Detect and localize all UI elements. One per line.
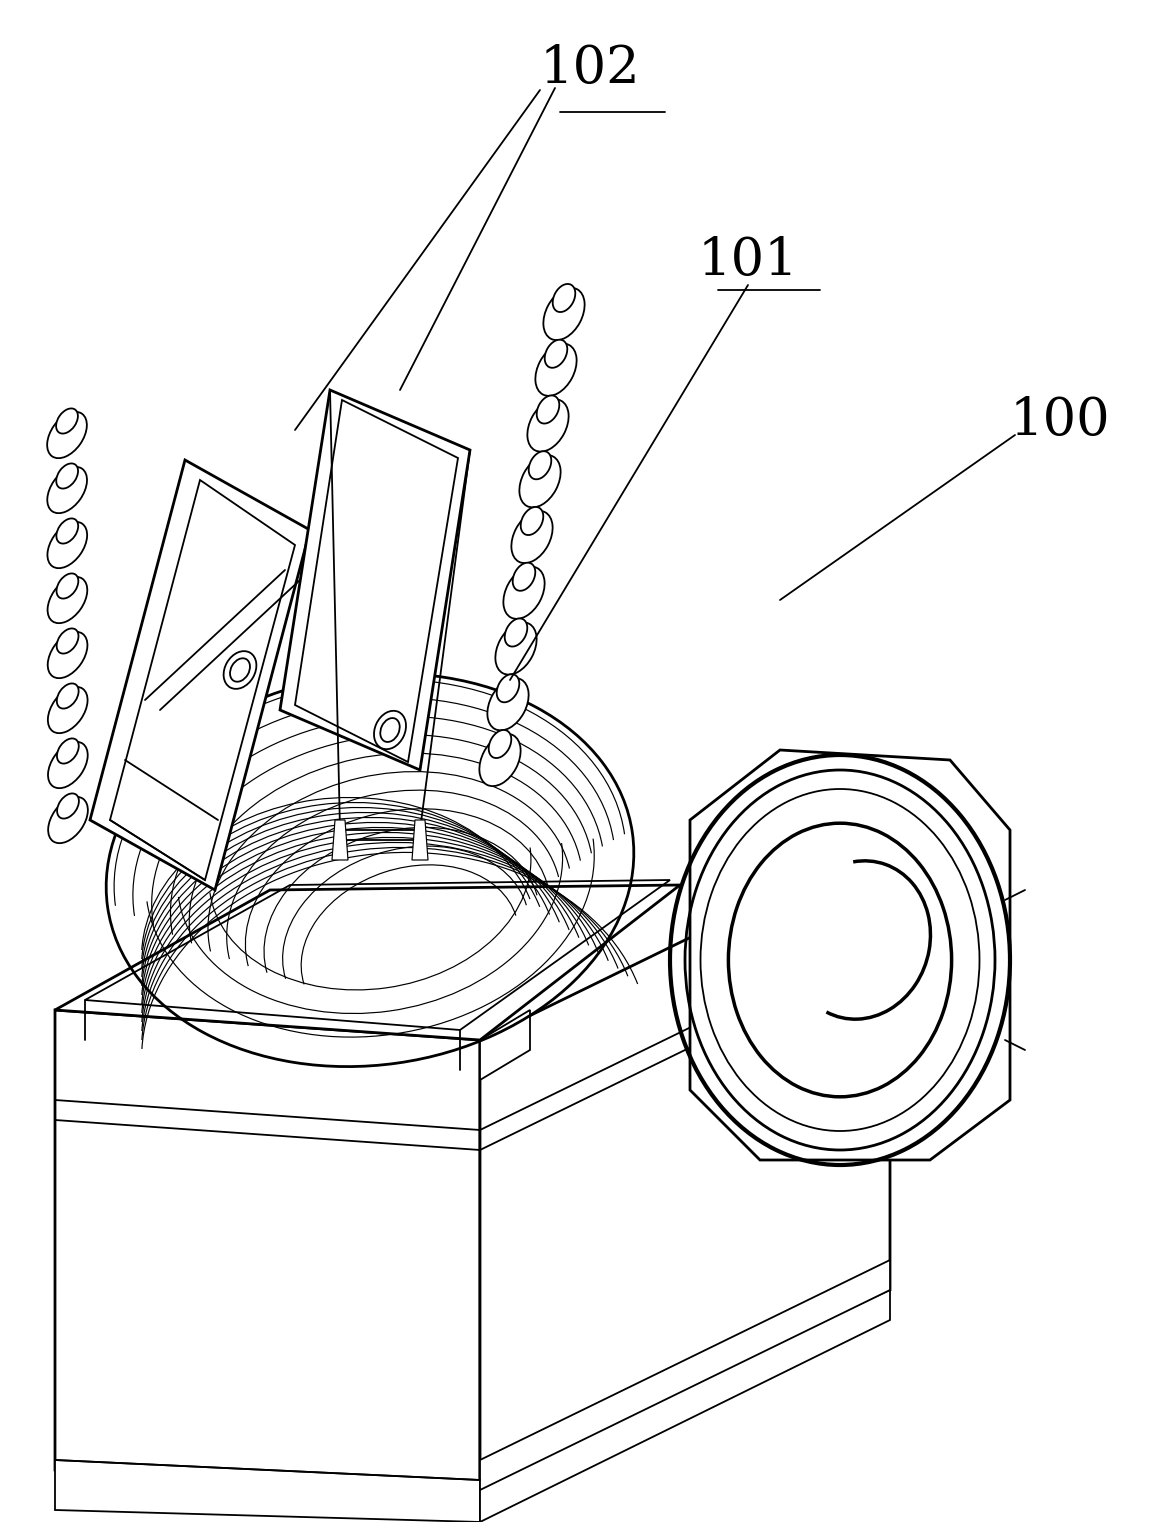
Ellipse shape [56, 683, 79, 709]
Ellipse shape [537, 396, 559, 423]
Ellipse shape [536, 344, 577, 396]
Ellipse shape [56, 519, 79, 543]
Ellipse shape [48, 741, 88, 788]
Ellipse shape [504, 566, 545, 619]
Polygon shape [413, 820, 428, 860]
Ellipse shape [47, 412, 87, 458]
Ellipse shape [48, 632, 88, 679]
Ellipse shape [56, 463, 79, 489]
Ellipse shape [488, 679, 529, 731]
Ellipse shape [57, 793, 79, 819]
Ellipse shape [56, 629, 79, 653]
Ellipse shape [544, 288, 585, 339]
Ellipse shape [529, 451, 551, 479]
Ellipse shape [489, 731, 511, 758]
Polygon shape [481, 1260, 890, 1490]
Ellipse shape [527, 399, 568, 452]
Ellipse shape [47, 522, 87, 568]
Ellipse shape [512, 563, 536, 591]
Ellipse shape [47, 467, 87, 513]
Ellipse shape [553, 285, 575, 312]
Ellipse shape [230, 659, 250, 682]
Ellipse shape [48, 686, 88, 734]
Ellipse shape [519, 455, 560, 507]
Ellipse shape [57, 738, 79, 764]
Ellipse shape [545, 339, 567, 368]
Ellipse shape [479, 734, 520, 787]
Ellipse shape [56, 408, 77, 434]
Polygon shape [90, 460, 311, 890]
Polygon shape [280, 390, 470, 770]
Ellipse shape [48, 577, 87, 622]
Ellipse shape [224, 651, 257, 689]
Ellipse shape [56, 574, 79, 598]
Ellipse shape [374, 711, 406, 749]
Polygon shape [481, 1011, 530, 1081]
Ellipse shape [380, 718, 400, 741]
Polygon shape [481, 840, 890, 1490]
Polygon shape [55, 884, 680, 1040]
Polygon shape [55, 1460, 481, 1522]
Polygon shape [332, 820, 348, 860]
Polygon shape [481, 1291, 890, 1522]
Ellipse shape [505, 618, 527, 647]
Ellipse shape [520, 507, 544, 536]
Text: 101: 101 [697, 234, 798, 286]
Polygon shape [55, 1011, 481, 1490]
Polygon shape [690, 750, 1010, 1160]
Ellipse shape [497, 674, 519, 702]
Ellipse shape [511, 511, 553, 563]
Text: 102: 102 [539, 43, 640, 93]
Ellipse shape [48, 798, 88, 843]
Text: 100: 100 [1010, 394, 1110, 446]
Ellipse shape [496, 622, 537, 674]
